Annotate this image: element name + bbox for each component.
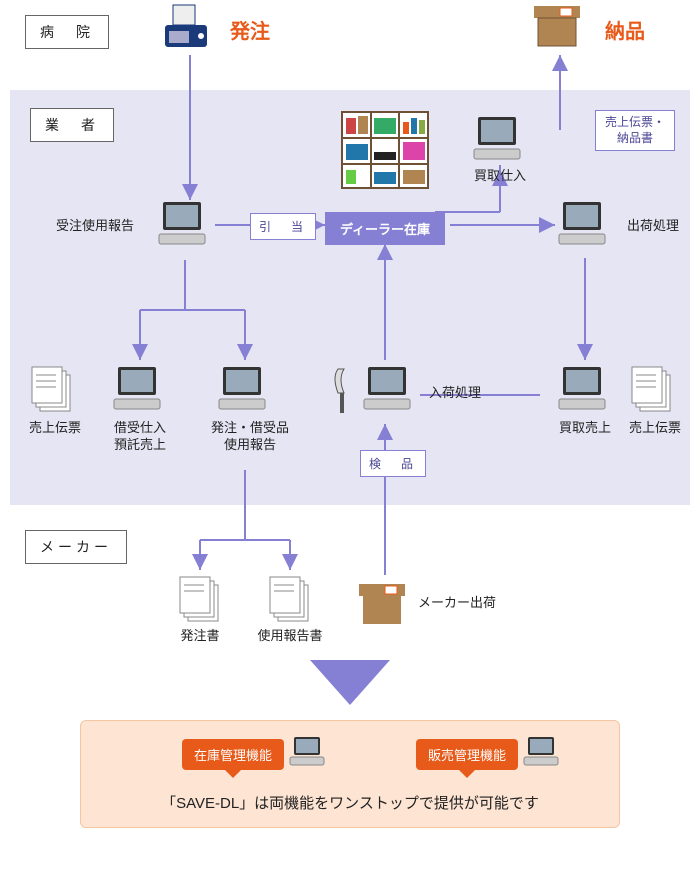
bubble-stock: 在庫管理機能 (182, 739, 284, 770)
label-buyin: 買取仕入 (465, 168, 535, 185)
label-sales-r: 売上伝票 (620, 420, 690, 437)
pc-order-report (155, 200, 210, 253)
down-triangle (310, 660, 390, 715)
pc-receive (360, 365, 415, 418)
box-dealer-stock: ディーラー在庫 (325, 212, 445, 245)
pc-borrow (110, 365, 165, 418)
scanner-icon (330, 365, 358, 420)
footer-text: 「SAVE-DL」は両機能をワンストップで提供が可能です (93, 792, 607, 813)
fax-icon (155, 0, 215, 60)
tag-vendor: 業 者 (30, 108, 114, 142)
label-buysale: 買取売上 (550, 420, 620, 437)
pc-buyin (470, 115, 525, 168)
label-order: 発注 (230, 15, 270, 44)
footer-panel: 在庫管理機能 販売管理機能 「SAVE-DL」は両機能をワンストップで提供が可能… (80, 720, 620, 828)
note-sales-delivery: 売上伝票・ 納品書 (595, 110, 675, 151)
label-ship: 出荷処理 (618, 218, 688, 235)
label-order-report: 受注使用報告 (45, 218, 145, 235)
note-sales-delivery-text: 売上伝票・ 納品書 (605, 115, 665, 145)
box-inspection: 検 品 (360, 450, 426, 477)
maker-box-icon (355, 578, 409, 633)
box-allocation: 引 当 (250, 213, 316, 240)
label-order-doc: 発注書 (170, 628, 230, 645)
doc-order (178, 575, 224, 630)
tag-maker: メーカー (25, 530, 127, 564)
diagram-root: 病 院 発注 納品 業 者 売上伝票・ 納品書 買取仕入 受注使用報告 引 当 … (0, 0, 700, 870)
doc-use (268, 575, 314, 630)
pc-ship (555, 200, 610, 253)
label-use-doc: 使用報告書 (250, 628, 330, 645)
doc-sales-r (630, 365, 676, 420)
delivery-box-icon (530, 0, 584, 55)
pc-order-borrow (215, 365, 270, 418)
bubble-sales: 販売管理機能 (416, 739, 518, 770)
doc-sales-l (30, 365, 76, 420)
label-delivery: 納品 (605, 15, 645, 44)
label-receive: 入荷処理 (420, 385, 490, 402)
pc-buysale (555, 365, 610, 418)
label-sales-l: 売上伝票 (20, 420, 90, 437)
label-borrow: 借受仕入 預託売上 (100, 420, 180, 454)
tag-hospital: 病 院 (25, 15, 109, 49)
label-order-borrow: 発注・借受品 使用報告 (200, 420, 300, 454)
label-maker-ship: メーカー出荷 (418, 595, 518, 612)
shelf-icon (340, 110, 430, 195)
